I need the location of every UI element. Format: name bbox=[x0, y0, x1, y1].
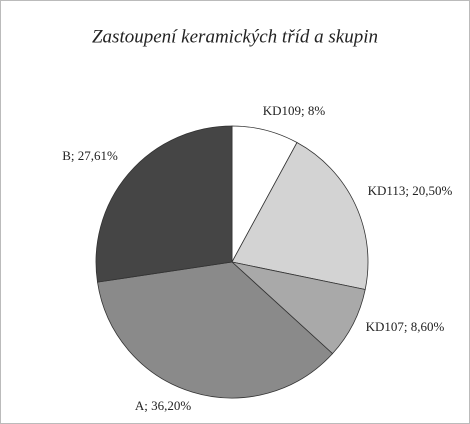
data-label: KD109; 8% bbox=[263, 103, 326, 118]
pie-slice bbox=[231, 141, 369, 290]
pie-slice bbox=[97, 261, 334, 399]
chart-title: Zastoupení keramických tříd a skupin bbox=[92, 26, 378, 47]
data-label: KD107; 8,60% bbox=[366, 319, 445, 334]
pie-slice bbox=[95, 125, 233, 283]
data-label: B; 27,61% bbox=[62, 148, 118, 163]
data-label: A; 36,20% bbox=[135, 398, 192, 413]
data-label: KD113; 20,50% bbox=[368, 183, 453, 198]
